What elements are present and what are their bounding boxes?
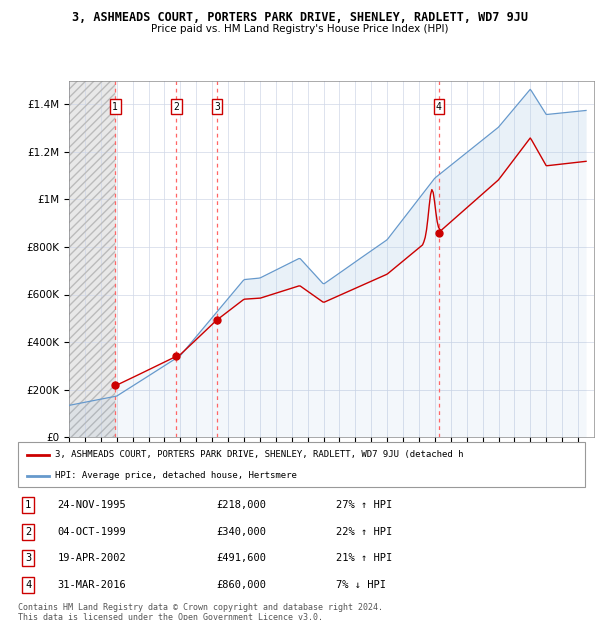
Text: 22% ↑ HPI: 22% ↑ HPI [335, 527, 392, 537]
Text: 3, ASHMEADS COURT, PORTERS PARK DRIVE, SHENLEY, RADLETT, WD7 9JU: 3, ASHMEADS COURT, PORTERS PARK DRIVE, S… [72, 11, 528, 24]
Text: 4: 4 [436, 102, 442, 112]
Text: 31-MAR-2016: 31-MAR-2016 [58, 580, 127, 590]
Text: 2: 2 [25, 527, 31, 537]
Bar [69, 81, 115, 437]
Text: 3: 3 [25, 554, 31, 564]
Text: Price paid vs. HM Land Registry's House Price Index (HPI): Price paid vs. HM Land Registry's House … [151, 24, 449, 33]
Text: 2: 2 [173, 102, 179, 112]
Text: £218,000: £218,000 [217, 500, 266, 510]
Text: 1: 1 [112, 102, 118, 112]
Text: 1: 1 [25, 500, 31, 510]
Text: 21% ↑ HPI: 21% ↑ HPI [335, 554, 392, 564]
Text: 24-NOV-1995: 24-NOV-1995 [58, 500, 127, 510]
Text: 7% ↓ HPI: 7% ↓ HPI [335, 580, 386, 590]
Text: 3: 3 [214, 102, 220, 112]
Text: HPI: Average price, detached house, Hertsmere: HPI: Average price, detached house, Hert… [55, 471, 297, 480]
Text: Contains HM Land Registry data © Crown copyright and database right 2024.
This d: Contains HM Land Registry data © Crown c… [18, 603, 383, 620]
Text: £491,600: £491,600 [217, 554, 266, 564]
Bar [69, 81, 115, 437]
Text: £340,000: £340,000 [217, 527, 266, 537]
Text: 04-OCT-1999: 04-OCT-1999 [58, 527, 127, 537]
Text: 4: 4 [25, 580, 31, 590]
Text: 27% ↑ HPI: 27% ↑ HPI [335, 500, 392, 510]
Text: 19-APR-2002: 19-APR-2002 [58, 554, 127, 564]
Text: 3, ASHMEADS COURT, PORTERS PARK DRIVE, SHENLEY, RADLETT, WD7 9JU (detached h: 3, ASHMEADS COURT, PORTERS PARK DRIVE, S… [55, 450, 463, 459]
Text: £860,000: £860,000 [217, 580, 266, 590]
